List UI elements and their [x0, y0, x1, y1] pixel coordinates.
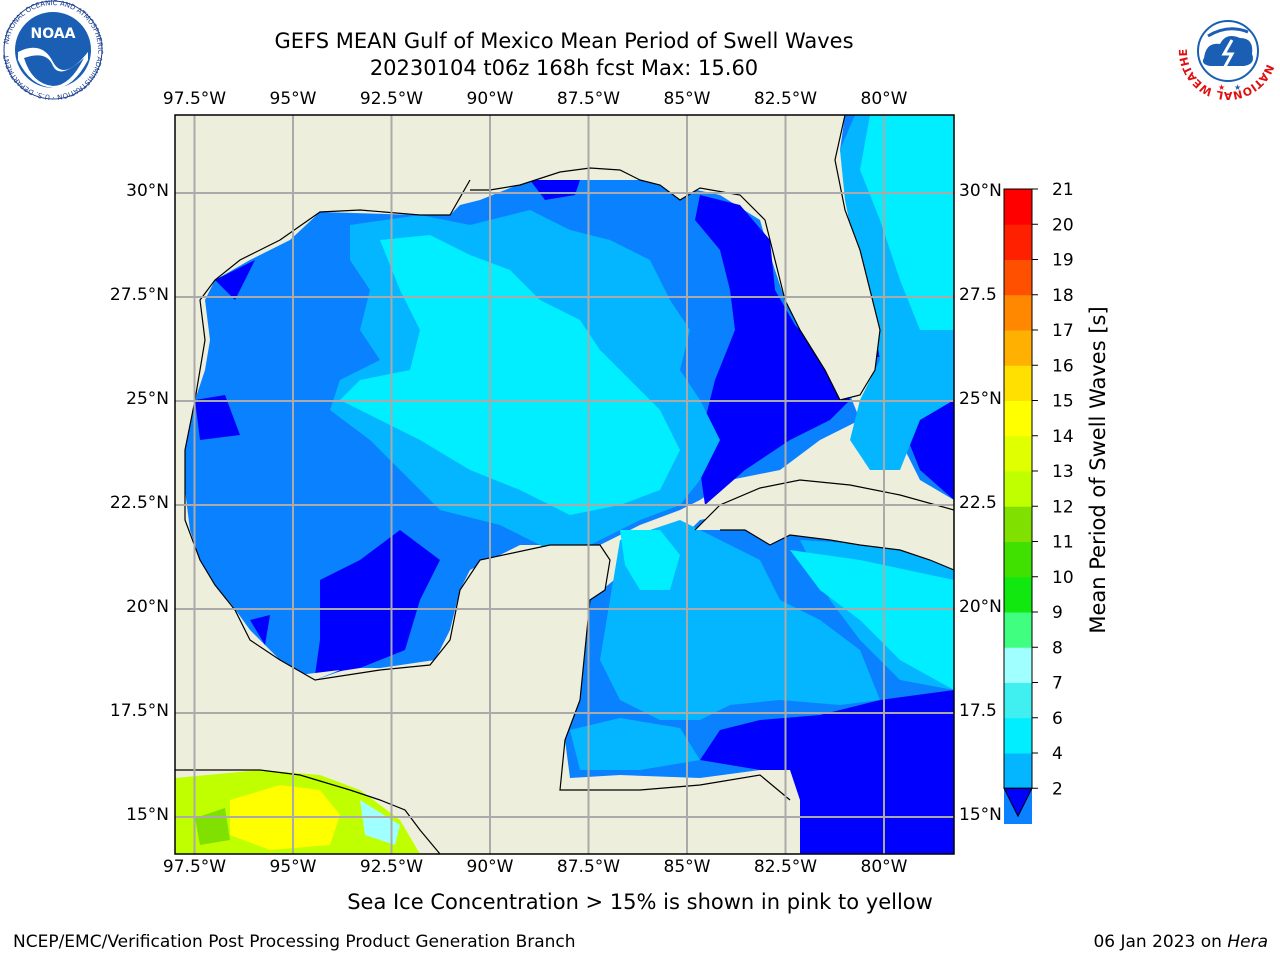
colorbar-tick-label: 7: [1052, 674, 1063, 694]
colorbar-tick-label: 19: [1052, 251, 1074, 271]
lon-label-top: 90°W: [466, 89, 514, 109]
colorbar-tick-label: 18: [1052, 286, 1074, 306]
lat-label-right: 17.5: [959, 701, 997, 721]
colorbar-tick-label: 14: [1052, 427, 1074, 447]
lon-label-top: 82.5°W: [753, 89, 818, 109]
colorbar-tick-label: 2: [1052, 779, 1063, 799]
lat-label-right: 15°N: [959, 805, 1002, 825]
lat-label-left: 22.5°N: [109, 493, 169, 513]
colorbar-segment: [1004, 330, 1032, 366]
colorbar-segment: [1004, 471, 1032, 507]
lat-label-left: 27.5°N: [109, 285, 169, 305]
colorbar-segment: [1004, 259, 1032, 296]
noaa-logo-text: NOAA: [31, 26, 76, 42]
footer-right: 06 Jan 2023 on Hera: [1093, 932, 1268, 952]
map-frame: [174, 114, 955, 855]
lat-label-right: 30°N: [959, 181, 1002, 201]
lon-label-bottom: 87.5°W: [556, 857, 621, 877]
map-panel: [175, 115, 954, 854]
gulf-north-coast-land: [175, 115, 475, 560]
colorbar-segment: [1004, 506, 1032, 542]
colorbar-segment: [1004, 189, 1032, 225]
colorbar-segment: [1004, 576, 1032, 613]
lon-label-bottom: 85°W: [663, 857, 711, 877]
colorbar-segment: [1004, 365, 1032, 401]
colorbar-segment: [1004, 294, 1032, 331]
colorbar-tick-label: 12: [1052, 497, 1074, 517]
colorbar-tick-label: 10: [1052, 568, 1074, 588]
colorbar-segment: [1004, 682, 1032, 719]
sea-ice-note: Sea Ice Concentration > 15% is shown in …: [347, 890, 933, 914]
lat-label-left: 17.5°N: [109, 701, 169, 721]
colorbar-segment: [1004, 647, 1032, 683]
lon-label-top: 85°W: [663, 89, 711, 109]
florida-land: [470, 115, 880, 400]
lat-label-left: 20°N: [126, 597, 169, 617]
colorbar-segment: [1004, 435, 1032, 472]
lat-label-right: 27.5: [959, 285, 997, 305]
lat-label-left: 15°N: [126, 805, 169, 825]
lat-label-right: 25°N: [959, 389, 1002, 409]
lon-label-top: 80°W: [860, 89, 908, 109]
lon-label-bottom: 80°W: [860, 857, 908, 877]
chart-subtitle: 20230104 t06z 168h fcst Max: 15.60: [369, 56, 759, 80]
colorbar: 2 4 6 7 8 9 10 11 12 13 14 15 16 17 18 19 20 21: [1003, 180, 1074, 824]
colorbar-tick-label: 6: [1052, 709, 1063, 729]
noaa-logo: NATIONAL OCEANIC AND ATMOSPHERIC ADMINIS…: [0, 0, 104, 101]
lon-label-bottom: 82.5°W: [753, 857, 818, 877]
lon-label-top: 92.5°W: [359, 89, 424, 109]
colorbar-tick-label: 15: [1052, 392, 1074, 412]
graticule: [175, 115, 954, 854]
colorbar-segment: [1004, 541, 1032, 578]
colorbar-tick-label: 9: [1052, 603, 1063, 623]
colorbar-segment: [1004, 224, 1032, 260]
lat-label-left: 25°N: [126, 389, 169, 409]
cuba-land: [695, 480, 954, 570]
colorbar-tick-label: 20: [1052, 215, 1074, 235]
colorbar-tick-label: 4: [1052, 744, 1063, 764]
lon-label-bottom: 90°W: [466, 857, 514, 877]
colorbar-tick-label: 13: [1052, 462, 1074, 482]
colorbar-segment: [1004, 717, 1032, 754]
colorbar-segment: [1004, 753, 1032, 789]
chart-title: GEFS MEAN Gulf of Mexico Mean Period of …: [274, 29, 854, 53]
mexico-land: [175, 560, 340, 690]
lat-label-left: 30°N: [126, 181, 169, 201]
colorbar-tick-label: 21: [1052, 180, 1074, 200]
colorbar-tick-label: 8: [1052, 638, 1063, 658]
svg-text:★: ★: [1218, 83, 1225, 92]
colorbar-frame: [1003, 188, 1033, 789]
footer-left: NCEP/EMC/Verification Post Processing Pr…: [13, 932, 576, 952]
colorbar-tick-label: 16: [1052, 356, 1074, 376]
lon-label-top: 95°W: [269, 89, 317, 109]
lon-label-bottom: 97.5°W: [162, 857, 227, 877]
lat-label-right: 22.5: [959, 493, 997, 513]
nws-logo: NATIONAL WEATHER SERVICE ★ ★: [1174, 0, 1278, 102]
colorbar-segment: [1004, 612, 1032, 648]
lon-label-top: 97.5°W: [162, 89, 227, 109]
colorbar-tick-label: 11: [1052, 533, 1074, 553]
colorbar-tick-label: 17: [1052, 321, 1074, 341]
coastlines: [175, 115, 954, 854]
low-period-regions: [195, 180, 954, 854]
colorbar-segment: [1004, 400, 1032, 437]
yucatan-land: [175, 545, 790, 854]
svg-text:★: ★: [1234, 83, 1241, 92]
lon-label-bottom: 95°W: [269, 857, 317, 877]
lat-label-right: 20°N: [959, 597, 1002, 617]
lon-label-bottom: 92.5°W: [359, 857, 424, 877]
colorbar-label: Mean Period of Swell Waves [s]: [1086, 306, 1110, 634]
lon-label-top: 87.5°W: [556, 89, 621, 109]
